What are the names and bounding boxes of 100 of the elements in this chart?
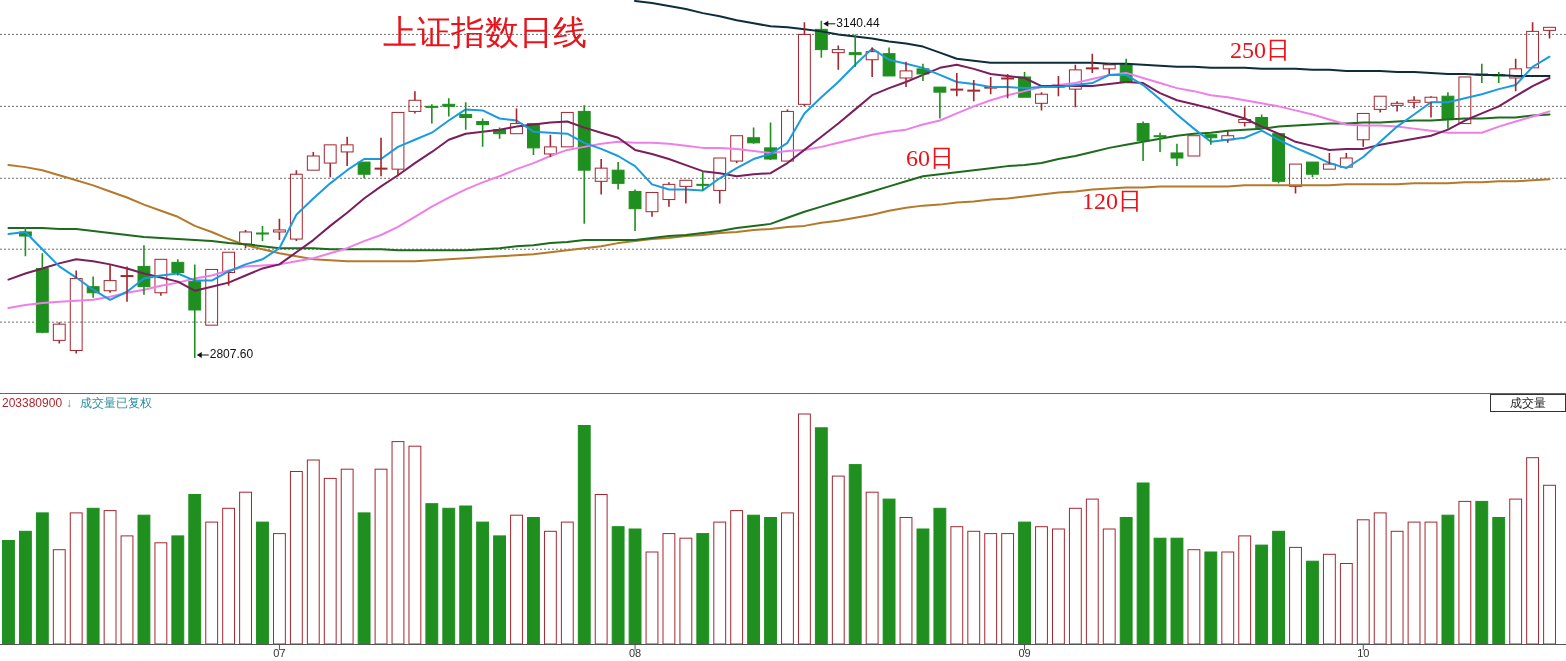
bar (865, 491, 879, 645)
bar (1035, 526, 1048, 645)
bar (1068, 507, 1082, 645)
bar (645, 551, 659, 645)
text: 成交量已复权 (80, 396, 152, 411)
candlestick (476, 117, 490, 148)
candlestick (442, 97, 456, 118)
candlestick (1424, 96, 1438, 119)
bar (747, 514, 761, 645)
bar (899, 517, 913, 645)
candlestick (1068, 64, 1082, 109)
bar (1407, 521, 1421, 645)
bar (1255, 544, 1269, 645)
bar (86, 507, 100, 645)
bar (18, 530, 32, 645)
bar (713, 521, 727, 645)
bar (527, 517, 540, 645)
candlestick (120, 265, 134, 303)
bar (1475, 500, 1489, 645)
candlestick (865, 46, 879, 78)
bar (222, 507, 236, 645)
bar (560, 521, 574, 645)
x-tick-label: 08 (628, 647, 642, 659)
bar (679, 537, 693, 645)
candlestick (154, 258, 168, 297)
candlestick (188, 263, 202, 359)
bar (323, 477, 337, 645)
bar (730, 510, 744, 645)
candlestick (1136, 120, 1150, 162)
bar (1119, 517, 1133, 645)
bar (1272, 530, 1285, 645)
bar (950, 526, 964, 645)
bar (357, 512, 371, 645)
bar (1170, 537, 1184, 645)
bar (1543, 484, 1556, 645)
bar (1339, 563, 1353, 645)
bar (1424, 521, 1438, 645)
bar (493, 535, 506, 645)
bar (1390, 530, 1404, 645)
bar (340, 468, 354, 645)
candlestick (1052, 75, 1065, 98)
bar (543, 530, 557, 645)
bar (1492, 517, 1506, 645)
text: ↓ (66, 396, 72, 411)
bar (391, 441, 405, 645)
bar (1102, 528, 1116, 645)
bar (1526, 457, 1540, 645)
bar (984, 533, 998, 645)
text: 203380900 (2, 396, 63, 411)
candlestick (103, 263, 117, 294)
bar (1221, 551, 1235, 645)
candlestick (1407, 95, 1421, 110)
candlestick (171, 258, 185, 277)
bar (967, 530, 981, 645)
bar (52, 549, 66, 645)
candlestick (391, 111, 405, 178)
bar (696, 533, 710, 645)
candlestick (1390, 100, 1404, 113)
bar (1289, 546, 1302, 645)
candlestick (967, 79, 981, 103)
candlestick (273, 218, 286, 241)
bar (289, 471, 303, 645)
bar (611, 526, 625, 645)
candlestick (1356, 112, 1370, 148)
bar (1322, 553, 1336, 645)
candlestick (713, 157, 727, 205)
bar (103, 510, 117, 645)
bar (476, 521, 490, 645)
bar (1052, 528, 1065, 645)
x-tick-label: 07 (273, 647, 286, 659)
bar (154, 542, 168, 645)
candlestick (425, 103, 439, 125)
candlestick (1509, 57, 1523, 92)
bar (1136, 482, 1150, 645)
annotation: 250日 (1230, 36, 1290, 63)
bar (831, 475, 845, 645)
bar (797, 413, 811, 645)
bar (933, 507, 947, 645)
bar (69, 512, 83, 645)
candlestick (1221, 129, 1235, 144)
x-tick-label: 10 (1357, 647, 1370, 659)
bar (1306, 560, 1319, 645)
candlestick (1373, 95, 1387, 114)
bar (2, 540, 15, 645)
candlestick (1153, 131, 1167, 153)
bar (1153, 537, 1167, 645)
candlestick (611, 161, 625, 191)
candlestick (950, 72, 964, 98)
bar (256, 521, 269, 645)
bar (239, 491, 252, 645)
candlestick (306, 151, 320, 171)
candlestick (662, 181, 676, 208)
bar (662, 533, 676, 645)
annotation: 60日 (906, 144, 954, 171)
bar (137, 514, 151, 645)
bar (35, 512, 49, 645)
bar (882, 498, 896, 645)
bar (916, 528, 930, 645)
bar (120, 535, 134, 645)
candlestick (459, 101, 473, 131)
